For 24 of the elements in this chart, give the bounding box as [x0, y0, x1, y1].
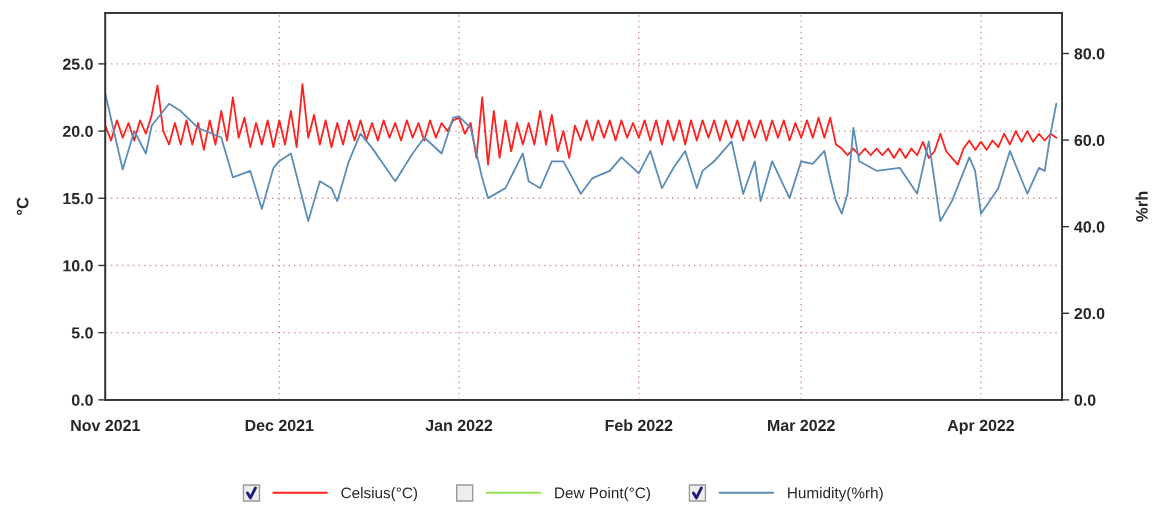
x-tick-label: Jan 2022 [425, 419, 493, 432]
legend-label: Dew Point(°C) [555, 487, 650, 502]
legend-label: Humidity(%rh) [788, 487, 883, 502]
y2-tick-label: 80.0 [1074, 48, 1105, 60]
y-tick-label: 5.0 [71, 327, 93, 339]
legend-label: Celsius(°C) [341, 487, 418, 502]
y2-tick-label: 40.0 [1074, 221, 1105, 233]
x-tick-label: Mar 2022 [768, 419, 835, 432]
y-tick-label: 15.0 [63, 192, 93, 205]
y-tick-label: 25.0 [62, 58, 93, 70]
y2-tick-label: 60.0 [1074, 134, 1105, 147]
x-tick-label: Apr 2022 [947, 419, 1015, 435]
y-tick-label: 10.0 [63, 260, 93, 272]
y-tick-label: 20.0 [62, 125, 93, 138]
x-tick-label: Nov 2021 [71, 419, 140, 432]
x-tick-label: Dec 2021 [245, 419, 314, 432]
x-tick-label: Feb 2022 [605, 419, 673, 432]
line-series [105, 83, 1058, 166]
y2-tick-label: 0.0 [1074, 394, 1096, 406]
y2-axis-title: %rh [1135, 191, 1148, 222]
y2-tick-label: 20.0 [1074, 307, 1105, 320]
y-axis-title: °C [16, 197, 29, 215]
line-series [105, 92, 1058, 222]
y-tick-label: 0.0 [71, 394, 93, 406]
